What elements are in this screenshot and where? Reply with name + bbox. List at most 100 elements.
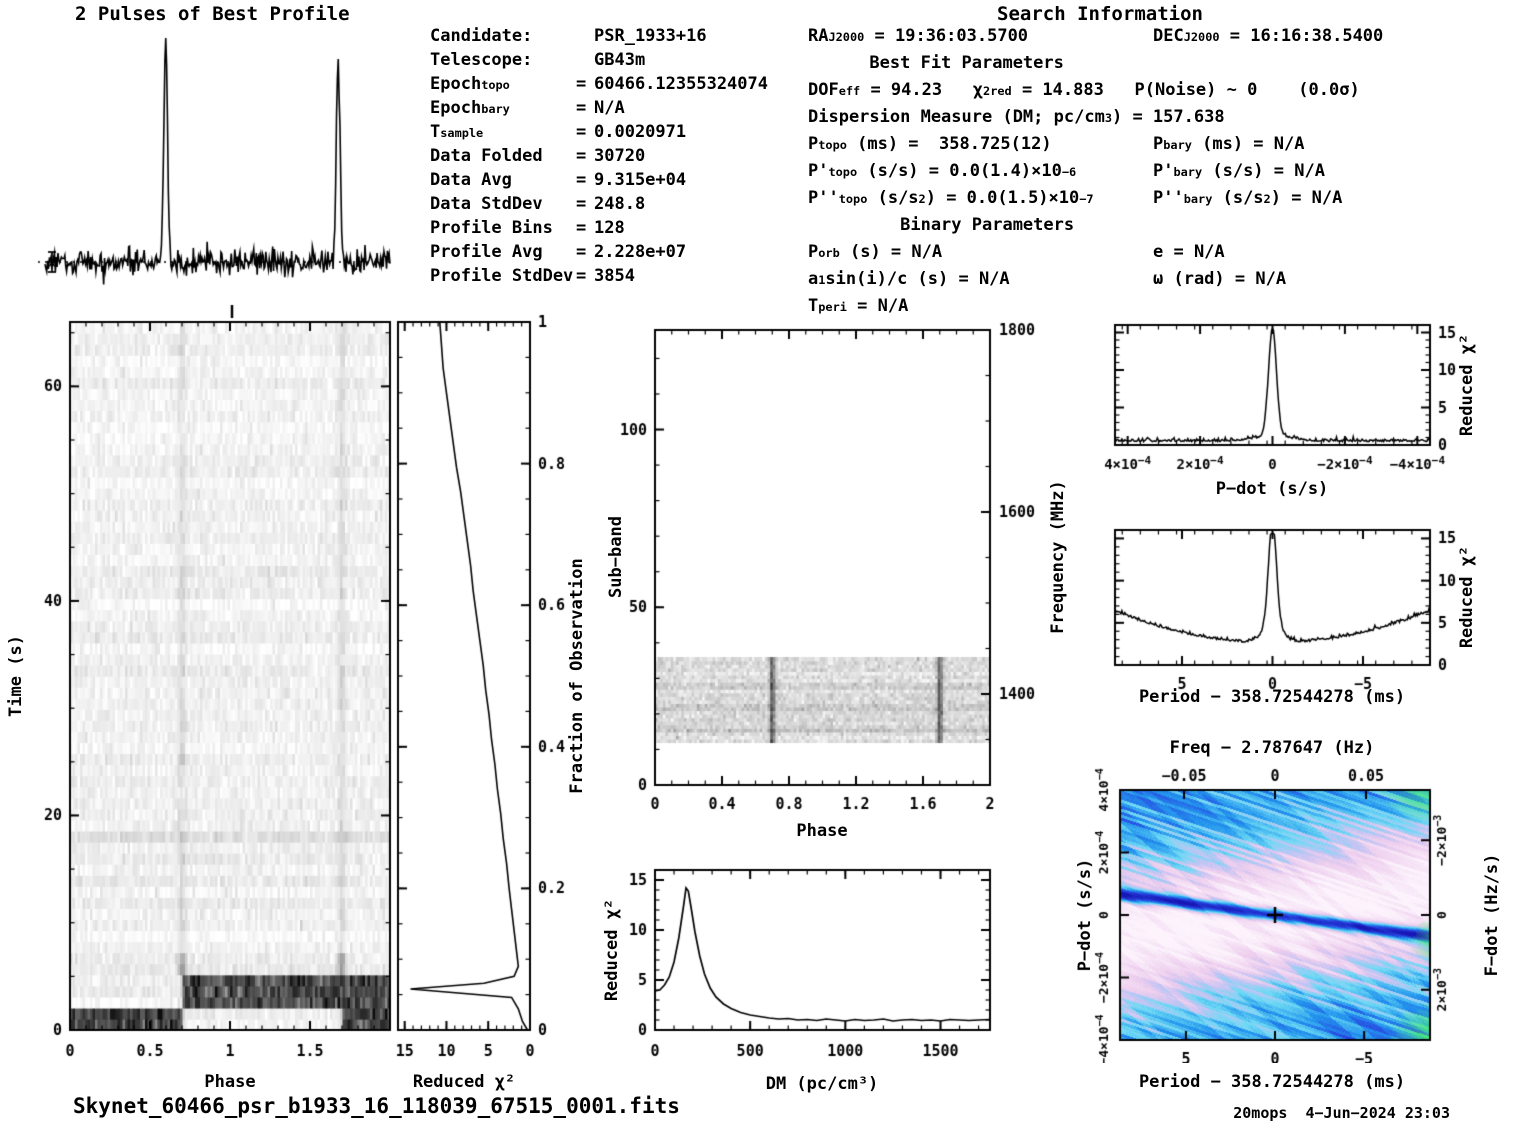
equals-sign: =	[576, 98, 587, 118]
info-label: Data StdDev	[430, 194, 543, 214]
fraction-axis-label: Fraction of Observation	[567, 558, 587, 794]
info-value: PSR_1933+16	[594, 26, 707, 46]
search-info-line: P'topo (s/s) = 0.0(1.4)×10−6 P'bary (s/s)…	[808, 161, 1360, 188]
info-right: ω (rad) = N/A	[1153, 269, 1287, 289]
search-info-line: Tperi = N/A	[808, 296, 1360, 323]
period-chisq-plot	[1095, 521, 1493, 691]
search-info-line: Binary Parameters	[808, 215, 1360, 242]
candidate-info-line: Epochbary = N/A	[430, 98, 768, 122]
candidate-info-line: Telescope: GB43m	[430, 50, 768, 74]
reduced-chisq-axis-label-period: Reduced χ²	[1457, 545, 1477, 649]
reduced-chisq-axis-label-pdot: Reduced χ²	[1457, 333, 1477, 437]
candidate-info-line: Data StdDev = 248.8	[430, 194, 768, 218]
search-info-line: a1sin(i)/c (s) = N/A ω (rad) = N/A	[808, 269, 1360, 296]
info-value: 2.228e+07	[594, 242, 687, 262]
info-label: Data Folded	[430, 146, 543, 166]
info-left: Tperi = N/A	[808, 296, 909, 316]
info-right: DECJ2000 = 16:16:38.5400	[1153, 26, 1384, 46]
search-info-line: DOFeff = 94.23 χ2red = 14.883 P(Noise) ~…	[808, 80, 1360, 107]
info-label: Profile Bins	[430, 218, 553, 238]
search-info-line: Porb (s) = N/A e = N/A	[808, 242, 1360, 269]
equals-sign: =	[576, 242, 587, 262]
equals-sign: =	[576, 146, 587, 166]
info-label: Tsample	[430, 122, 484, 142]
info-label: Profile StdDev	[430, 266, 574, 286]
info-left: Dispersion Measure (DM; pc/cm3) = 157.63…	[808, 107, 1225, 127]
dm-chisq-plot	[600, 856, 1050, 1066]
time-axis-label: Time (s)	[6, 635, 26, 717]
info-value: 248.8	[594, 194, 646, 214]
info-label: Epochbary	[430, 98, 510, 118]
info-value: 0.0020971	[594, 122, 687, 142]
info-label: Profile Avg	[430, 242, 543, 262]
info-value: N/A	[594, 98, 625, 118]
candidate-info-line: Tsample = 0.0020971	[430, 122, 768, 146]
info-value: 30720	[594, 146, 646, 166]
search-info-line: Dispersion Measure (DM; pc/cm3) = 157.63…	[808, 107, 1360, 134]
info-label: Data Avg	[430, 170, 512, 190]
info-left: Porb (s) = N/A	[808, 242, 943, 262]
candidate-info: Candidate: PSR_1933+16 Telescope: GB43m Epoc…	[430, 26, 768, 290]
equals-sign: =	[576, 194, 587, 214]
info-left: DOFeff = 94.23 χ2red = 14.883 P(Noise) ~…	[808, 80, 1360, 100]
reduced-chisq-axis-label-main: Reduced χ²	[412, 1072, 516, 1092]
fdot-axis-label: F−dot (Hz/s)	[1482, 853, 1502, 977]
time-phase-plot	[30, 313, 408, 1058]
candidate-info-line: Profile Bins = 128	[430, 218, 768, 242]
period-axis-label-map: Period − 358.72544278 (ms)	[1138, 1072, 1406, 1092]
info-left: P''topo (s/s2) = 0.0(1.5)×10−7	[808, 188, 1094, 208]
info-value: GB43m	[594, 50, 646, 70]
subband-axis-label: Sub−band	[606, 516, 626, 598]
info-right: Pbary (ms) = N/A	[1153, 134, 1305, 154]
info-value: 9.315e+04	[594, 170, 687, 190]
reduced-chisq-axis-label-dm: Reduced χ²	[602, 898, 622, 1002]
search-info-line: Ptopo (ms) = 358.725(12) Pbary (ms) = N/A	[808, 134, 1360, 161]
period-pdot-map	[1058, 753, 1517, 1063]
subband-phase-plot	[600, 318, 1050, 818]
equals-sign: =	[576, 74, 587, 94]
equals-sign: =	[576, 266, 587, 286]
dm-axis-label: DM (pc/cm³)	[765, 1074, 879, 1094]
equals-sign: =	[576, 218, 587, 238]
phase-axis-label-subband: Phase	[796, 821, 848, 841]
pdot-axis-label: P−dot (s/s)	[1215, 479, 1329, 499]
freq-axis-label-top: Freq − 2.787647 (Hz)	[1169, 738, 1375, 758]
candidate-info-line: Profile Avg = 2.228e+07	[430, 242, 768, 266]
search-info-line: RAJ2000 = 19:36:03.5700 DECJ2000 = 16:16:…	[808, 26, 1383, 53]
pdot-chisq-plot	[1095, 318, 1493, 480]
info-label: Telescope:	[430, 50, 533, 70]
candidate-info-line: Data Avg = 9.315e+04	[430, 170, 768, 194]
search-info: RAJ2000 = 19:36:03.5700 DECJ2000 = 16:16:…	[808, 26, 1383, 323]
search-info-title: Search Information	[997, 3, 1203, 25]
search-info-line: Best Fit Parameters	[808, 53, 1360, 80]
info-label: Candidate:	[430, 26, 533, 46]
info-value: 60466.12355324074	[594, 74, 768, 94]
info-left: Ptopo (ms) = 358.725(12)	[808, 134, 1052, 154]
info-left: P'topo (s/s) = 0.0(1.4)×10−6	[808, 161, 1077, 181]
filename: Skynet_60466_psr_b1933_16_118039_67515_0…	[73, 1094, 680, 1118]
profile-plot	[28, 24, 405, 320]
info-left: Binary Parameters	[808, 215, 1075, 235]
info-value: 3854	[594, 266, 635, 286]
candidate-info-line: Epochtopo = 60466.12355324074	[430, 74, 768, 98]
info-left: RAJ2000 = 19:36:03.5700	[808, 26, 1029, 46]
period-axis-label: Period − 358.72544278 (ms)	[1138, 687, 1406, 707]
info-left: a1sin(i)/c (s) = N/A	[808, 269, 1010, 289]
candidate-info-line: Candidate: PSR_1933+16	[430, 26, 768, 50]
candidate-info-line: Profile StdDev = 3854	[430, 266, 768, 290]
info-left: Best Fit Parameters	[808, 53, 1064, 73]
credit-timestamp: 20mops 4−Jun−2024 23:03	[1233, 1104, 1450, 1122]
info-right: e = N/A	[1153, 242, 1225, 262]
frequency-axis-label: Frequency (MHz)	[1048, 480, 1068, 634]
info-right: P''bary (s/s2) = N/A	[1153, 188, 1343, 208]
profile-plot-title: 2 Pulses of Best Profile	[75, 3, 350, 25]
phase-axis-label-main: Phase	[204, 1072, 256, 1092]
equals-sign: =	[576, 170, 587, 190]
pdot-axis-label-map: P−dot (s/s)	[1075, 858, 1095, 972]
candidate-info-line: Data Folded = 30720	[430, 146, 768, 170]
info-label: Epochtopo	[430, 74, 510, 94]
info-value: 128	[594, 218, 625, 238]
search-info-line: P''topo (s/s2) = 0.0(1.5)×10−7 P''bary (s…	[808, 188, 1360, 215]
chisq-fraction-plot	[393, 313, 578, 1058]
